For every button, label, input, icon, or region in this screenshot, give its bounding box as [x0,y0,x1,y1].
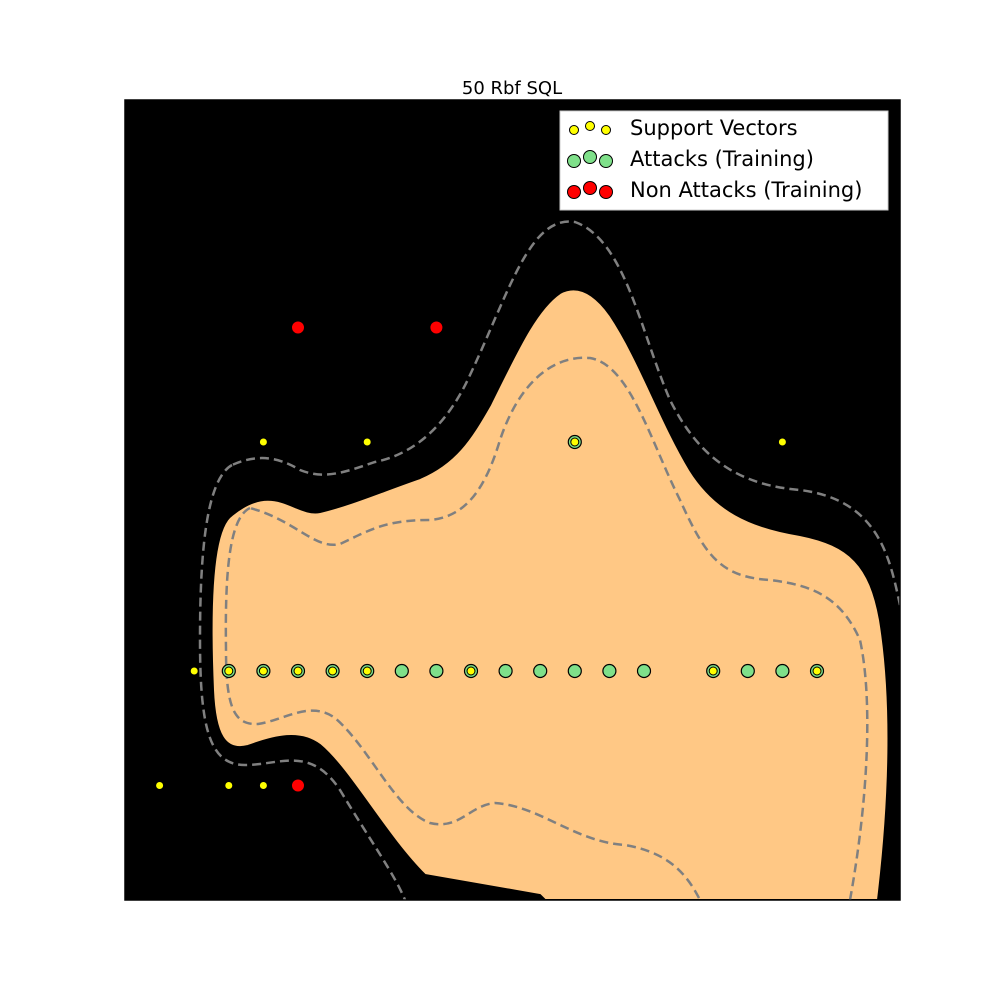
decision-region [210,288,890,900]
attack-point [602,663,617,679]
support-vector-point [466,666,476,676]
legend-label: Non Attacks (Training) [630,178,862,202]
support-vector-point [362,437,372,447]
attack-point [498,663,513,679]
legend-marker [601,125,611,135]
chart-marks [155,321,825,792]
attack-point [533,663,548,679]
plot-frame [124,99,901,901]
support-vector-point [362,666,372,676]
legend-marker [585,121,595,131]
attack-point [636,663,652,679]
support-vector-point [812,666,822,676]
non-attack-point [430,321,443,334]
non-attack-point [292,321,304,334]
legend-marker [599,185,613,199]
attack-point [775,663,790,679]
legend-label: Support Vectors [630,116,798,140]
margin-line-inner [224,356,869,900]
attack-point [740,663,755,679]
support-vector-point [777,437,787,447]
legend-marker [569,125,579,135]
support-vector-point [570,437,580,447]
legend-marker [583,150,597,164]
legend-marker [599,154,613,168]
support-vector-point [258,437,268,447]
legend-box [559,110,889,211]
legend-marker [567,154,581,168]
support-vector-point [258,666,268,676]
support-vector-point [708,666,718,676]
support-vector-point [155,781,165,790]
support-vector-point [224,781,234,790]
legend: Support Vectors Attacks (Training) Non Att… [559,110,889,211]
chart-title: 50 Rbf SQL [462,78,562,99]
support-vector-point [328,666,338,676]
legend-marker [583,181,597,195]
non-attack-point [292,779,304,792]
support-vector-point [224,666,234,676]
margin-line-outer [198,220,900,900]
support-vector-point [293,666,303,676]
attack-point [429,663,444,679]
legend-label: Attacks (Training) [630,147,814,171]
support-vector-point [189,666,199,676]
support-vector-point [258,781,268,790]
legend-marker [567,185,581,199]
attack-point [567,663,582,679]
attack-point [394,663,409,679]
